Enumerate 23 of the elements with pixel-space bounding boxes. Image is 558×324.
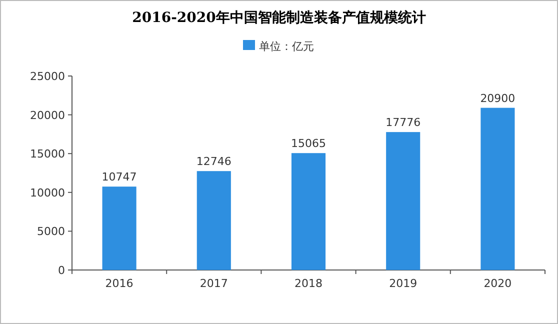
y-tick-label: 15000: [30, 148, 65, 161]
bar: [102, 186, 136, 270]
legend-label: 单位：亿元: [259, 40, 314, 53]
bar: [480, 108, 515, 270]
y-tick-label: 20000: [30, 108, 65, 122]
data-label: 15065: [291, 137, 326, 150]
chart-title: 2016-2020年中国智能制造装备产值规模统计: [132, 9, 426, 26]
y-tick-label: 0: [58, 264, 65, 277]
bar: [386, 132, 420, 270]
x-tick-label: 2020: [484, 277, 512, 290]
bar: [291, 153, 326, 270]
y-tick-label: 25000: [30, 70, 65, 83]
y-tick-label: 10000: [30, 186, 65, 200]
x-tick-label: 2016: [105, 277, 134, 290]
data-label: 17776: [386, 116, 421, 130]
data-label: 20900: [480, 92, 516, 105]
y-tick-label: 5000: [37, 225, 65, 238]
x-tick-label: 2018: [294, 277, 322, 290]
bar: [196, 171, 231, 270]
x-tick-label: 2019: [389, 277, 418, 290]
x-tick-label: 2017: [200, 277, 228, 290]
data-label: 10747: [102, 170, 137, 184]
data-label: 12746: [196, 155, 232, 168]
